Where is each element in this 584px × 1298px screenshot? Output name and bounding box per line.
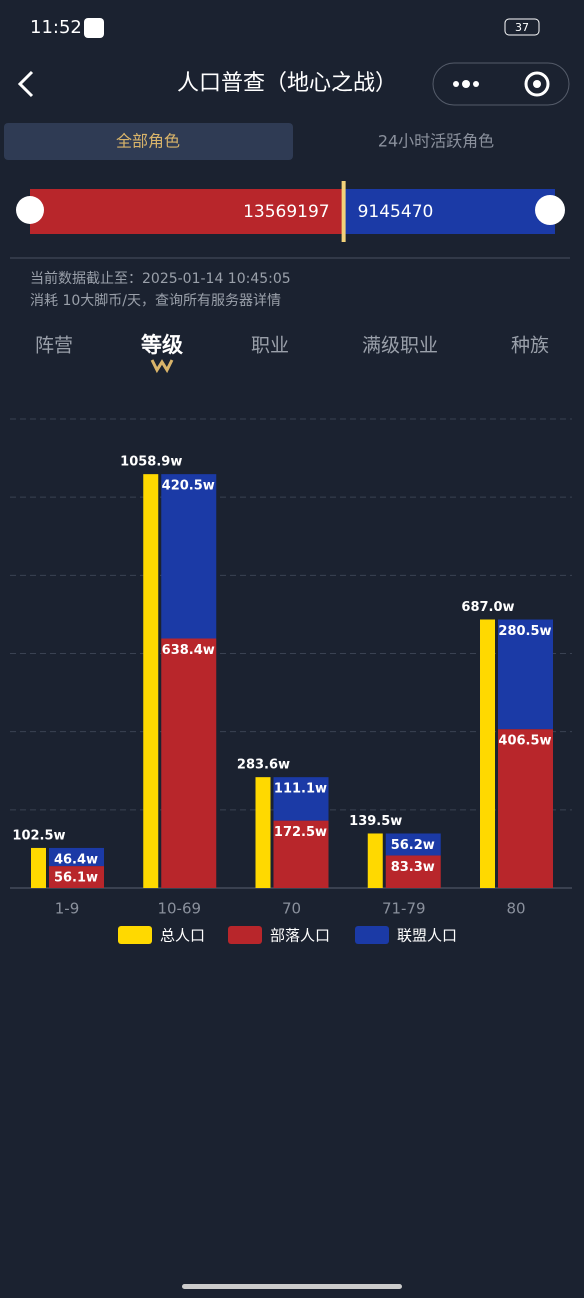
menu-dot bbox=[453, 81, 459, 87]
bar bbox=[49, 847, 104, 867]
qq-icon bbox=[84, 18, 104, 38]
value-label: 56.2w bbox=[391, 838, 435, 853]
value-label: 638.4w bbox=[162, 643, 215, 658]
active-indicator bbox=[150, 359, 174, 374]
tab[interactable]: 24小时活跃角色 bbox=[378, 132, 494, 151]
capsule[interactable] bbox=[432, 62, 570, 106]
x-tick-label: 80 bbox=[506, 900, 525, 918]
info-line: 当前数据截止至：2025-01-14 10:45:05 bbox=[30, 270, 291, 287]
horde-count: 13569197 bbox=[243, 202, 330, 222]
bar bbox=[273, 820, 329, 888]
bar bbox=[273, 777, 329, 821]
legend-label: 总人口 bbox=[160, 927, 205, 945]
bar bbox=[367, 833, 383, 888]
bar bbox=[161, 474, 217, 639]
bar bbox=[255, 777, 271, 888]
horde-icon bbox=[16, 196, 44, 224]
tab[interactable]: 全部角色 bbox=[116, 132, 180, 151]
battery-level: 37 bbox=[515, 21, 529, 34]
bar bbox=[143, 474, 159, 888]
value-label: 83.3w bbox=[391, 860, 435, 875]
value-label: 406.5w bbox=[498, 734, 551, 749]
x-tick-label: 1-9 bbox=[55, 900, 80, 918]
menu-dot bbox=[473, 81, 479, 87]
bar bbox=[385, 833, 441, 856]
bar bbox=[498, 619, 553, 730]
sub-tab[interactable]: 种族 bbox=[511, 335, 549, 357]
value-label: 102.5w bbox=[12, 828, 65, 843]
home-indicator bbox=[182, 1284, 402, 1289]
value-label: 420.5w bbox=[162, 479, 215, 494]
alliance-bar bbox=[343, 189, 555, 234]
battery bbox=[504, 18, 540, 36]
value-label: 172.5w bbox=[274, 825, 327, 840]
back-button[interactable] bbox=[17, 70, 34, 98]
page-title: 人口普查（地心之战） bbox=[177, 71, 397, 96]
value-label: 280.5w bbox=[498, 624, 551, 639]
clock: 11:52 bbox=[30, 17, 82, 38]
bar bbox=[385, 855, 441, 888]
x-tick-label: 70 bbox=[282, 900, 301, 918]
legend-label: 部落人口 bbox=[270, 927, 330, 945]
bar bbox=[31, 847, 46, 888]
close-dot bbox=[533, 80, 541, 88]
sub-tab[interactable]: 等级 bbox=[141, 333, 183, 357]
legend-swatch bbox=[228, 926, 262, 944]
divider-glow bbox=[341, 181, 346, 242]
value-label: 687.0w bbox=[461, 600, 514, 615]
legend-swatch bbox=[118, 926, 152, 944]
horde-bar bbox=[30, 189, 344, 234]
sub-tab[interactable]: 职业 bbox=[251, 335, 289, 357]
menu-dot bbox=[462, 80, 470, 88]
sub-tab[interactable]: 满级职业 bbox=[362, 335, 438, 357]
legend-label: 联盟人口 bbox=[397, 927, 457, 945]
x-tick-label: 10-69 bbox=[157, 900, 201, 918]
bar bbox=[161, 638, 217, 888]
close-button[interactable] bbox=[524, 71, 550, 97]
value-label: 1058.9w bbox=[120, 455, 182, 470]
value-label: 283.6w bbox=[237, 758, 290, 773]
sub-tab[interactable]: 阵营 bbox=[35, 335, 73, 357]
value-label: 111.1w bbox=[274, 782, 327, 797]
bar bbox=[498, 729, 553, 888]
x-tick-label: 71-79 bbox=[382, 900, 426, 918]
value-label: 56.1w bbox=[54, 871, 98, 886]
alliance-count: 9145470 bbox=[358, 202, 434, 222]
info-line: 消耗 10大脚币/天，查询所有服务器详情 bbox=[30, 293, 281, 309]
tab-active[interactable] bbox=[4, 123, 293, 160]
bar bbox=[49, 866, 104, 888]
value-label: 139.5w bbox=[349, 814, 402, 829]
legend-swatch bbox=[355, 926, 389, 944]
value-label: 46.4w bbox=[54, 852, 98, 867]
alliance-icon bbox=[535, 195, 565, 225]
bar bbox=[480, 619, 495, 888]
